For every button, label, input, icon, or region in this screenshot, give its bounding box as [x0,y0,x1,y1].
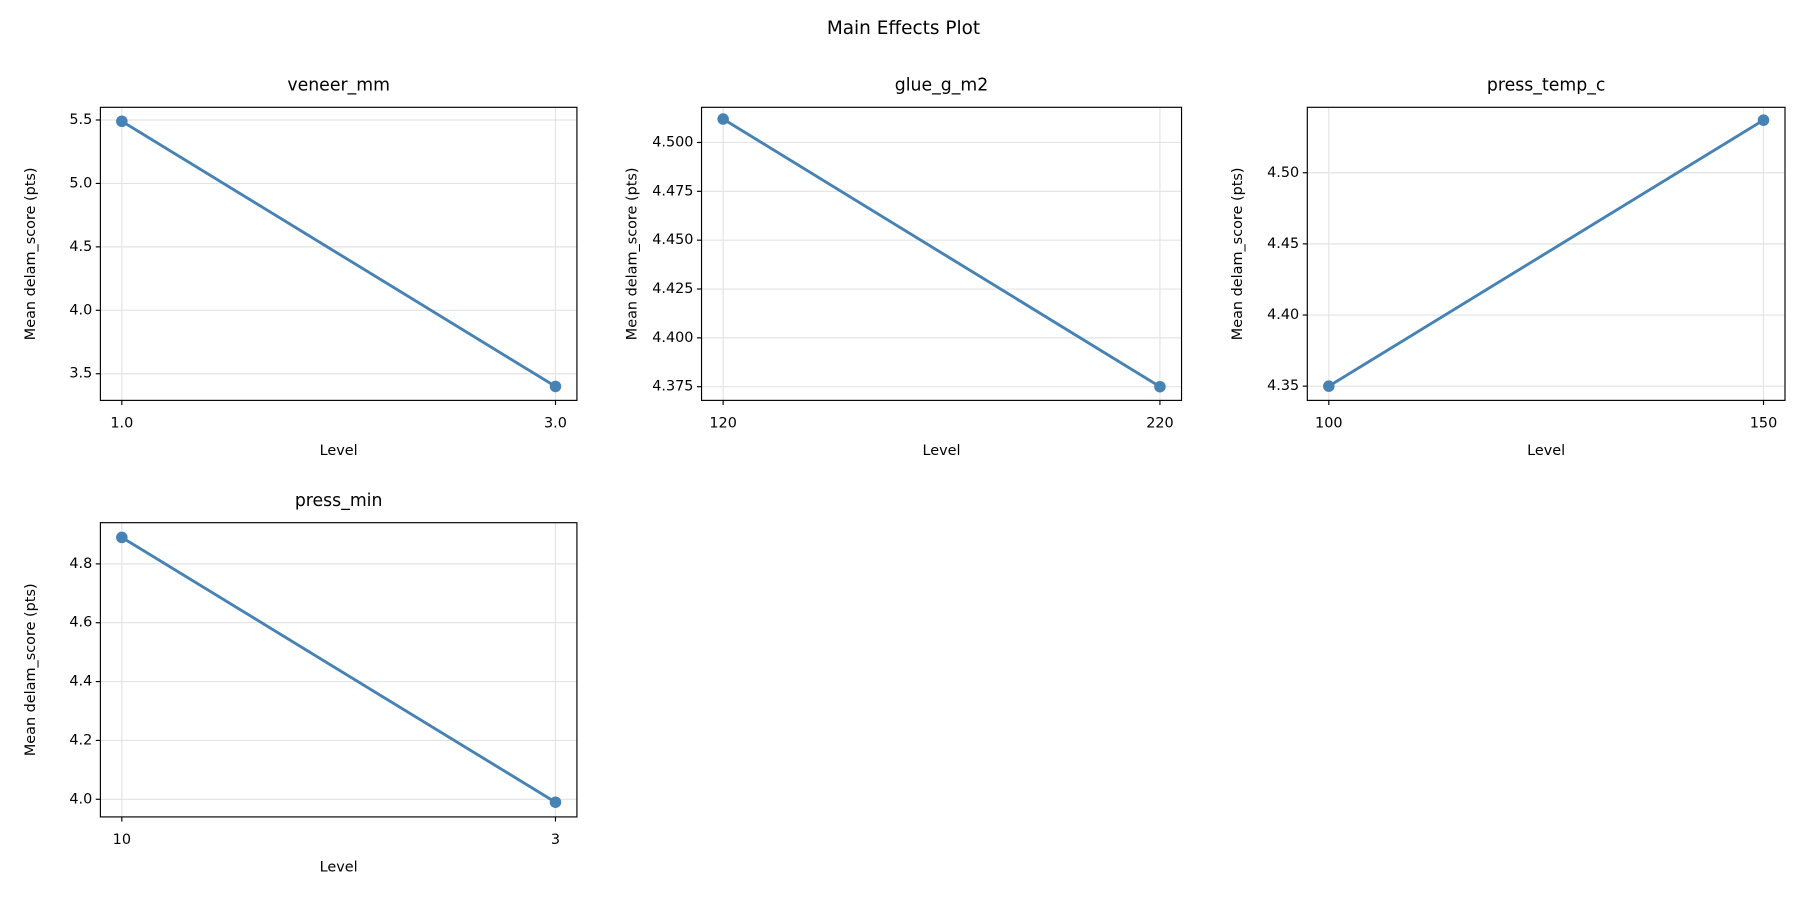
y-tick-label: 5.0 [69,175,92,191]
y-tick-label: 4.2 [69,732,92,748]
y-axis-label: Mean delam_score (pts) [23,167,39,340]
y-tick-label: 4.375 [652,379,693,395]
y-tick-label: 4.45 [1267,236,1299,252]
x-tick-label: 3 [551,832,560,848]
x-tick-label: 1.0 [110,415,133,431]
plot-frame [700,106,1183,401]
plot-frame [99,106,578,401]
y-tick-label: 3.5 [69,366,92,382]
x-axis-label: Level [1527,443,1565,459]
marker [1323,380,1335,392]
y-tick-label: 4.0 [69,791,92,807]
x-tick-label: 100 [1315,415,1343,431]
x-tick-label: 220 [1146,415,1174,431]
x-axis-label: Level [923,443,961,459]
marker [549,380,562,393]
x-axis-label: Level [320,443,358,459]
y-tick-label: 5.5 [69,112,92,128]
y-tick-label: 4.4 [69,674,92,690]
marker [116,531,128,544]
plot-frame [99,522,578,818]
y-tick-label: 4.450 [652,232,693,248]
y-tick-label: 4.475 [652,183,693,199]
y-axis-label: Mean delam_score (pts) [1230,167,1246,340]
line [722,117,1161,388]
y-tick-label: 4.5 [69,239,92,255]
y-axis-label: Mean delam_score (pts) [624,167,640,340]
x-tick-label: 120 [709,415,736,431]
y-axis-label: Mean delam_score (pts) [23,583,39,756]
line [1328,118,1765,388]
marker [1154,380,1166,393]
line [121,536,557,804]
y-tick-label: 4.400 [652,330,693,346]
subplot-title: press_temp_c [1487,75,1605,95]
y-tick-label: 4.8 [69,556,92,572]
x-tick-label: 10 [113,832,131,848]
subplot-title: veneer_mm [287,75,390,95]
subplot-title: press_min [295,491,383,511]
y-tick-label: 4.425 [652,281,693,297]
x-tick-label: 150 [1750,415,1778,431]
x-tick-label: 3.0 [544,415,567,431]
x-axis-label: Level [320,860,358,876]
marker [116,115,128,128]
y-tick-label: 4.6 [69,615,92,631]
marker [717,113,729,125]
y-tick-label: 4.500 [652,134,693,150]
plot-frame [1306,106,1786,401]
y-tick-label: 4.0 [69,302,92,318]
line [121,120,557,388]
figure-title: Main Effects Plot [827,18,980,39]
marker [1757,114,1770,126]
y-tick-label: 4.40 [1267,307,1299,323]
subplot-title: glue_g_m2 [895,75,989,95]
y-tick-label: 4.35 [1267,378,1299,394]
marker [549,796,562,808]
y-tick-label: 4.50 [1267,165,1299,181]
